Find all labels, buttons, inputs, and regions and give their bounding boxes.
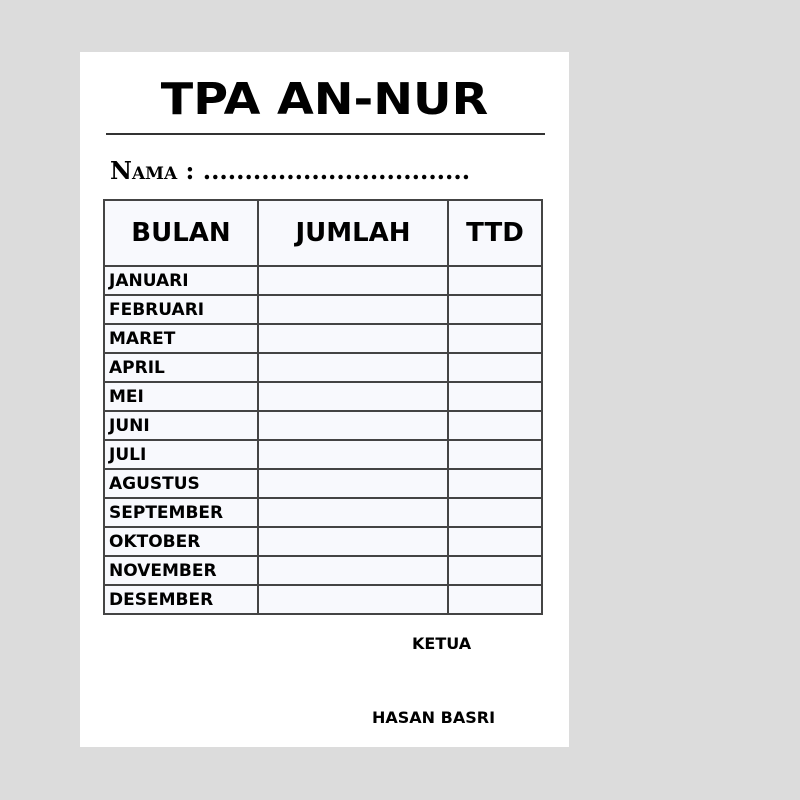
- ttd-cell: [447, 526, 543, 557]
- jumlah-cell: [257, 555, 449, 586]
- ttd-cell: [447, 439, 543, 470]
- jumlah-cell: [257, 584, 449, 615]
- table-row: MEI: [103, 381, 543, 412]
- jumlah-cell: [257, 265, 449, 296]
- jumlah-cell: [257, 497, 449, 528]
- month-cell: SEPTEMBER: [103, 497, 259, 528]
- signature-role: KETUA: [412, 634, 472, 653]
- jumlah-cell: [257, 352, 449, 383]
- jumlah-cell: [257, 381, 449, 412]
- jumlah-cell: [257, 323, 449, 354]
- table-row: APRIL: [103, 352, 543, 383]
- month-cell: OKTOBER: [103, 526, 259, 557]
- month-cell: JUNI: [103, 410, 259, 441]
- name-field: Nama : ................................: [110, 156, 470, 185]
- table-row: SEPTEMBER: [103, 497, 543, 528]
- ttd-cell: [447, 410, 543, 441]
- table-row: DESEMBER: [103, 584, 543, 615]
- name-dots: ................................: [202, 156, 471, 185]
- ttd-cell: [447, 555, 543, 586]
- month-cell: NOVEMBER: [103, 555, 259, 586]
- ttd-cell: [447, 381, 543, 412]
- month-cell: FEBRUARI: [103, 294, 259, 325]
- divider: [106, 133, 545, 135]
- card-page: TPA AN-NUR Nama : ......................…: [80, 52, 569, 747]
- name-label: Nama :: [110, 156, 195, 185]
- table-row: OKTOBER: [103, 526, 543, 557]
- jumlah-cell: [257, 526, 449, 557]
- ttd-cell: [447, 468, 543, 499]
- header-jumlah: JUMLAH: [257, 199, 449, 267]
- jumlah-cell: [257, 294, 449, 325]
- header-bulan: BULAN: [103, 199, 259, 267]
- payment-table: BULAN JUMLAH TTD JANUARI FEBRUARI MARET APR…: [103, 199, 543, 615]
- ttd-cell: [447, 497, 543, 528]
- ttd-cell: [447, 294, 543, 325]
- header-ttd: TTD: [447, 199, 543, 267]
- month-cell: MARET: [103, 323, 259, 354]
- table-row: FEBRUARI: [103, 294, 543, 325]
- ttd-cell: [447, 323, 543, 354]
- table-row: JULI: [103, 439, 543, 470]
- month-cell: APRIL: [103, 352, 259, 383]
- month-cell: MEI: [103, 381, 259, 412]
- table-row: JANUARI: [103, 265, 543, 296]
- month-cell: AGUSTUS: [103, 468, 259, 499]
- month-cell: JULI: [103, 439, 259, 470]
- jumlah-cell: [257, 410, 449, 441]
- ttd-cell: [447, 265, 543, 296]
- jumlah-cell: [257, 439, 449, 470]
- table-row: NOVEMBER: [103, 555, 543, 586]
- jumlah-cell: [257, 468, 449, 499]
- table-row: AGUSTUS: [103, 468, 543, 499]
- page-title: TPA AN-NUR: [160, 74, 489, 125]
- ttd-cell: [447, 584, 543, 615]
- month-cell: DESEMBER: [103, 584, 259, 615]
- table-row: MARET: [103, 323, 543, 354]
- month-cell: JANUARI: [103, 265, 259, 296]
- signature-name: HASAN BASRI: [372, 708, 496, 727]
- ttd-cell: [447, 352, 543, 383]
- table-row: JUNI: [103, 410, 543, 441]
